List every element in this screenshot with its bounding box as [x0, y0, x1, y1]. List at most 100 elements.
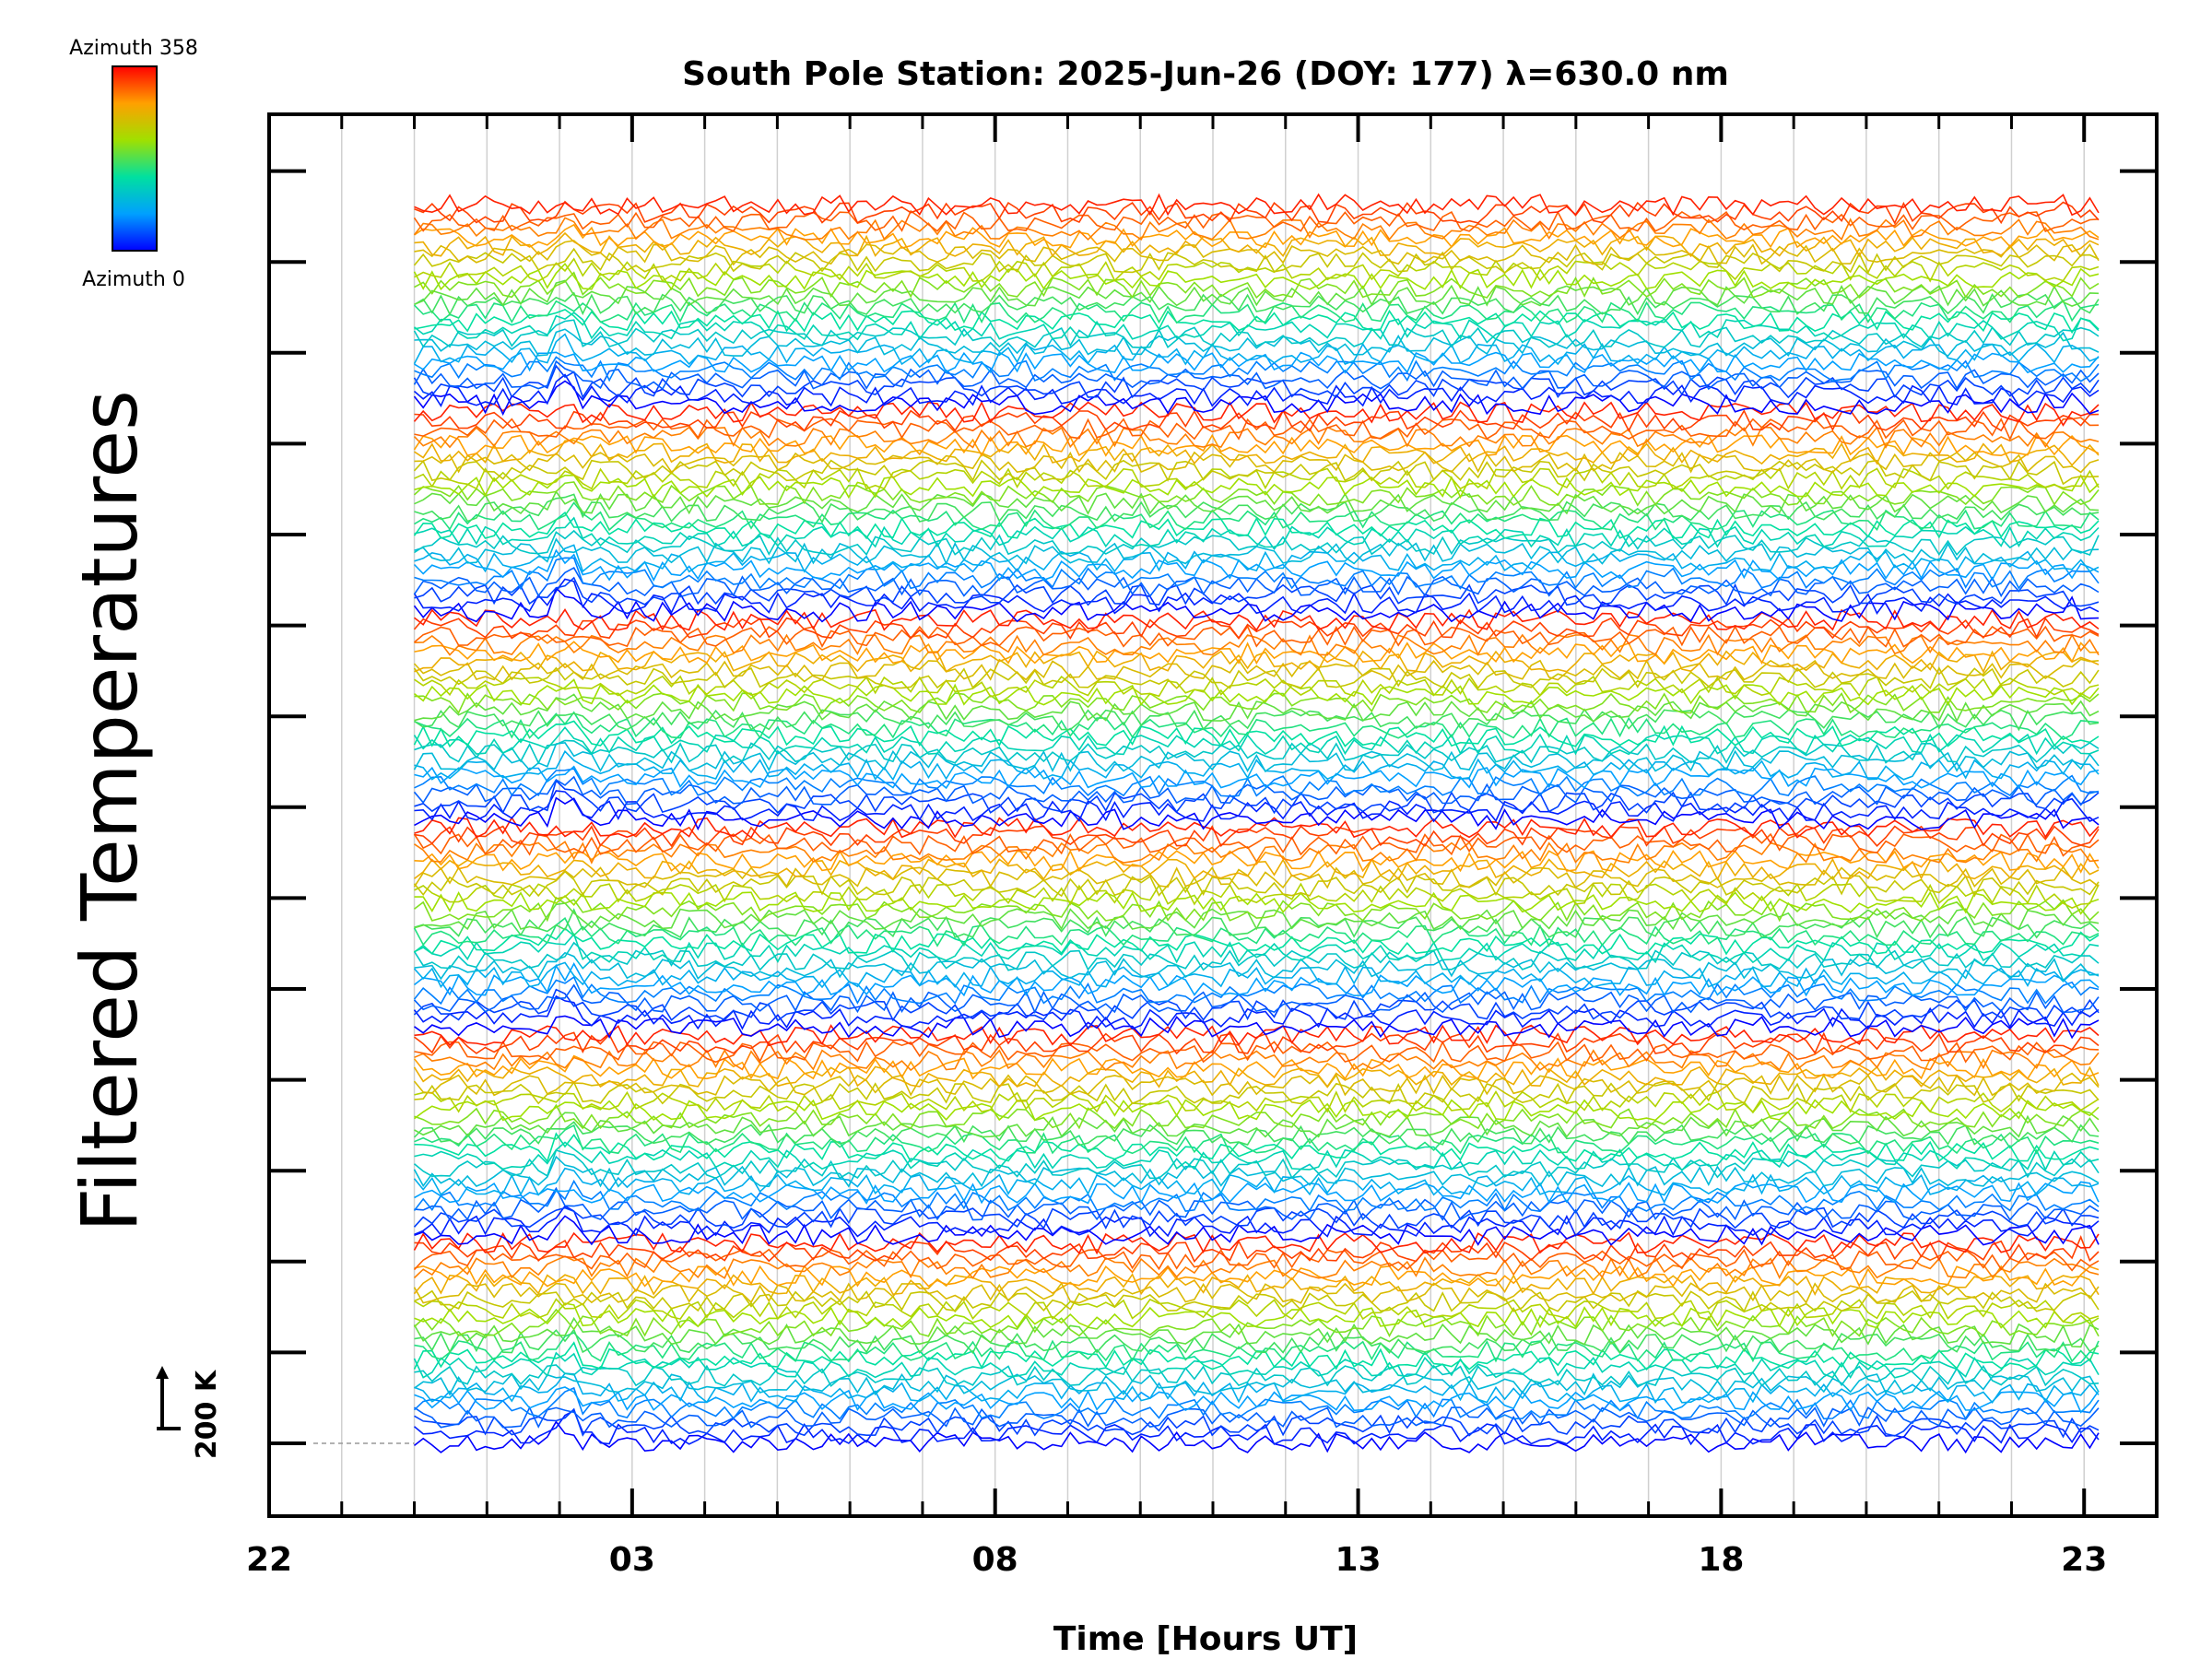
colorbar-bottom-label: Azimuth 0 — [82, 268, 185, 291]
chart-title: South Pole Station: 2025-Jun-26 (DOY: 17… — [682, 55, 1729, 93]
trace-line — [414, 1420, 2100, 1454]
trace-line — [414, 633, 2100, 656]
trace-line — [413, 433, 2100, 457]
trace-line — [414, 825, 2100, 848]
trace-line — [414, 474, 2100, 500]
trace-line — [413, 373, 2100, 407]
trace-line — [414, 1141, 2100, 1171]
trace-line — [414, 890, 2100, 915]
trace-line — [414, 408, 2100, 432]
x-tick-label: 03 — [609, 1541, 655, 1579]
x-tick-label: 23 — [2061, 1541, 2107, 1579]
trace-line — [414, 417, 2100, 441]
trace-line — [413, 1155, 2100, 1188]
trace-line — [414, 1024, 2100, 1047]
trace-line — [414, 231, 2100, 258]
trace-line — [414, 279, 2100, 307]
trace-line — [413, 1231, 2100, 1255]
trace-line — [414, 1386, 2100, 1414]
trace-line — [414, 544, 2100, 573]
trace-line — [414, 951, 2100, 982]
trace-line — [414, 1332, 2100, 1363]
trace-line — [414, 608, 2100, 631]
trace-line — [413, 209, 2100, 233]
trace-line — [414, 1298, 2100, 1324]
trace-line — [414, 1235, 2100, 1264]
trace-line — [414, 849, 2100, 874]
trace-line — [413, 916, 2100, 947]
trace-line — [414, 351, 2100, 374]
trace-line — [413, 459, 2100, 486]
x-tick-labels: 22 03 08 13 18 23 — [246, 1541, 2107, 1579]
trace-line — [414, 1372, 2100, 1396]
trace-line — [413, 983, 2100, 1015]
trace-line — [413, 865, 2100, 889]
trace-line — [413, 262, 2100, 291]
trace-line — [413, 364, 2100, 399]
trace-line — [414, 1328, 2100, 1355]
trace-line — [413, 1255, 2100, 1279]
trace-line — [414, 193, 2100, 217]
trace-line — [413, 994, 2100, 1030]
trace-line — [414, 708, 2100, 732]
trace-line — [413, 1072, 2100, 1097]
x-tick-label: 08 — [972, 1541, 1018, 1579]
trace-line — [413, 1206, 2100, 1230]
trace-line — [413, 726, 2100, 756]
trace-line — [413, 941, 2100, 972]
trace-line — [413, 319, 2100, 349]
trace-line — [413, 1273, 2100, 1296]
trace-line — [414, 501, 2100, 532]
trace-line — [414, 779, 2100, 815]
x-tick-label: 22 — [246, 1541, 292, 1579]
trace-line — [414, 1364, 2100, 1388]
trace-line — [413, 617, 2100, 641]
trace-line — [413, 1121, 2100, 1147]
trace-line — [414, 739, 2100, 765]
trace-line — [414, 1181, 2100, 1205]
colorbar — [112, 65, 158, 252]
trace-line — [414, 1132, 2100, 1163]
trace-line — [414, 1372, 2100, 1405]
trace-line — [414, 557, 2100, 591]
colorbar-top-label: Azimuth 358 — [69, 37, 198, 60]
trace-line — [414, 1289, 2100, 1313]
trace-line — [414, 768, 2100, 797]
trace-line — [414, 328, 2100, 358]
trace-line — [414, 1031, 2100, 1055]
trace-line — [414, 451, 2100, 474]
trace-line — [414, 650, 2100, 674]
trace-line — [413, 1179, 2100, 1213]
trace-line — [414, 1099, 2100, 1122]
trace-line — [414, 516, 2100, 548]
trace-line — [414, 902, 2100, 931]
trace-line — [413, 988, 2100, 1022]
trace-line — [413, 512, 2100, 540]
trace-line — [414, 1406, 2100, 1429]
trace-line — [414, 749, 2100, 782]
trace-line — [414, 691, 2100, 715]
axes — [267, 112, 2159, 1518]
trace-line — [413, 961, 2100, 989]
trace-line — [414, 576, 2100, 607]
trace-line — [414, 356, 2100, 382]
trace-line — [414, 1049, 2100, 1072]
trace-line — [414, 1205, 2100, 1238]
trace-line — [413, 247, 2100, 275]
trace-line — [414, 200, 2100, 225]
trace-line — [413, 1281, 2100, 1304]
trace-line — [414, 1124, 2100, 1155]
trace-line — [414, 240, 2100, 266]
trace-line — [413, 1149, 2100, 1180]
trace-line — [414, 489, 2100, 515]
trace-line — [413, 741, 2100, 773]
trace-line — [414, 711, 2100, 741]
trace-line — [413, 1054, 2100, 1080]
scale-bar-label: 200 K — [191, 1369, 223, 1459]
trace-line — [413, 300, 2100, 324]
trace-line — [413, 548, 2100, 582]
trace-line — [414, 790, 2100, 823]
x-axis-label: Time [Hours UT] — [1053, 1620, 1358, 1658]
trace-line — [413, 832, 2100, 857]
